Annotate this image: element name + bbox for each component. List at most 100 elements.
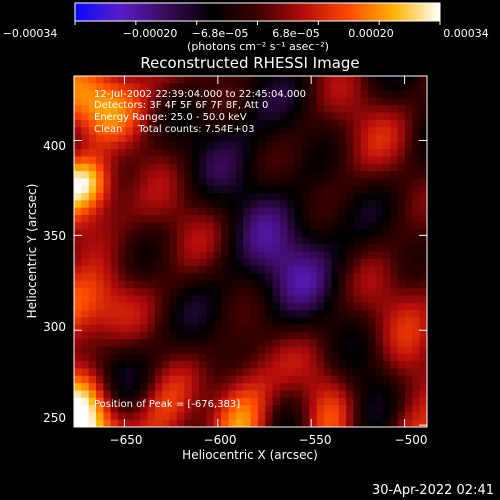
colorbar-tick-label-6: 0.00034 bbox=[443, 27, 489, 40]
heatmap-cell bbox=[191, 163, 200, 172]
heatmap-cell bbox=[169, 317, 178, 326]
heatmap-cell bbox=[206, 222, 215, 230]
heatmap-cell bbox=[265, 288, 273, 296]
heatmap-cell bbox=[316, 295, 325, 304]
heatmap-cell bbox=[412, 331, 421, 340]
heatmap-cell bbox=[309, 310, 318, 318]
heatmap-cell bbox=[419, 185, 428, 194]
heatmap-cell bbox=[257, 236, 266, 245]
heatmap-cell bbox=[132, 324, 141, 333]
heatmap-cell bbox=[382, 119, 391, 128]
heatmap-cell bbox=[140, 346, 148, 355]
heatmap-cell bbox=[368, 339, 376, 347]
heatmap-cell bbox=[125, 105, 134, 113]
heatmap-cell bbox=[419, 97, 428, 106]
heatmap-cell bbox=[88, 222, 97, 230]
heatmap-cell bbox=[397, 222, 406, 230]
heatmap-cell bbox=[346, 127, 354, 135]
heatmap-cell bbox=[294, 156, 303, 165]
heatmap-cell bbox=[412, 405, 421, 413]
heatmap-cell bbox=[287, 361, 296, 369]
annotation-detectors: Detectors: 3F 4F 5F 6F 7F 8F, Att 0 bbox=[94, 100, 268, 111]
heatmap-cell bbox=[287, 368, 296, 377]
heatmap-cell bbox=[74, 105, 82, 113]
heatmap-cell bbox=[412, 178, 421, 187]
heatmap-cell bbox=[221, 222, 229, 230]
heatmap-cell bbox=[176, 229, 185, 238]
heatmap-cell bbox=[397, 258, 406, 267]
heatmap-cell bbox=[346, 419, 354, 428]
heatmap-cell bbox=[404, 119, 413, 128]
heatmap-cell bbox=[221, 390, 229, 399]
heatmap-cell bbox=[353, 127, 362, 135]
heatmap-cell bbox=[169, 258, 178, 267]
heatmap-cell bbox=[257, 310, 266, 318]
heatmap-cell bbox=[74, 273, 82, 282]
heatmap-cell bbox=[353, 353, 362, 362]
heatmap-cell bbox=[272, 346, 281, 355]
heatmap-cell bbox=[235, 163, 244, 172]
heatmap-cell bbox=[419, 273, 428, 282]
heatmap-cell bbox=[382, 90, 391, 99]
heatmap-cell bbox=[169, 156, 178, 165]
heatmap-cell bbox=[110, 97, 119, 106]
y-tick-label-4: 400 bbox=[43, 139, 66, 153]
heatmap-cell bbox=[176, 90, 185, 99]
heatmap-cell bbox=[316, 266, 325, 274]
heatmap-cell bbox=[309, 383, 318, 391]
heatmap-cell bbox=[213, 178, 222, 187]
heatmap-cell bbox=[147, 390, 156, 399]
heatmap-cell bbox=[235, 251, 244, 260]
heatmap-cell bbox=[81, 156, 90, 165]
heatmap-cell bbox=[338, 331, 347, 340]
heatmap-cell bbox=[294, 288, 303, 296]
heatmap-cell bbox=[74, 375, 82, 384]
heatmap-cell bbox=[221, 214, 229, 223]
heatmap-cell bbox=[162, 383, 170, 391]
heatmap-cell bbox=[110, 317, 119, 326]
heatmap-cell bbox=[331, 302, 340, 311]
heatmap-cell bbox=[360, 266, 369, 274]
heatmap-cell bbox=[169, 149, 178, 157]
heatmap-cell bbox=[331, 90, 340, 99]
heatmap-cell bbox=[272, 141, 281, 150]
heatmap-cell bbox=[316, 105, 325, 113]
heatmap-cell bbox=[404, 236, 413, 245]
heatmap-cell bbox=[412, 295, 421, 304]
heatmap-cell bbox=[309, 397, 318, 406]
heatmap-cell bbox=[419, 317, 428, 326]
plot-timestamp: 30-Apr-2022 02:41 bbox=[372, 483, 494, 498]
heatmap-cell bbox=[206, 273, 215, 282]
heatmap-cell bbox=[368, 185, 376, 194]
heatmap-cell bbox=[368, 127, 376, 135]
heatmap-cell bbox=[206, 207, 215, 216]
heatmap-cell bbox=[125, 288, 134, 296]
heatmap-cell bbox=[118, 207, 126, 216]
heatmap-cell bbox=[213, 222, 222, 230]
heatmap-cell bbox=[243, 178, 251, 187]
heatmap-cell bbox=[118, 412, 126, 421]
heatmap-cell bbox=[360, 295, 369, 304]
heatmap-cell bbox=[154, 193, 163, 201]
heatmap-cell bbox=[162, 412, 170, 421]
heatmap-cell bbox=[125, 141, 134, 150]
heatmap-cell bbox=[419, 244, 428, 252]
heatmap-cell bbox=[110, 193, 119, 201]
heatmap-cell bbox=[74, 244, 82, 252]
heatmap-cell bbox=[265, 280, 273, 289]
heatmap-cell bbox=[338, 375, 347, 384]
heatmap-cell bbox=[81, 193, 90, 201]
heatmap-cell bbox=[390, 207, 398, 216]
heatmap-cell bbox=[412, 266, 421, 274]
heatmap-cell bbox=[199, 302, 207, 311]
heatmap-cell bbox=[228, 171, 237, 179]
heatmap-cell bbox=[397, 112, 406, 121]
heatmap-cell bbox=[96, 156, 104, 165]
heatmap-cell bbox=[346, 207, 354, 216]
heatmap-cell bbox=[213, 141, 222, 150]
heatmap-cell bbox=[184, 112, 193, 121]
heatmap-cell bbox=[184, 171, 193, 179]
heatmap-cell bbox=[81, 419, 90, 428]
heatmap-cell bbox=[294, 229, 303, 238]
heatmap-cell bbox=[221, 266, 229, 274]
